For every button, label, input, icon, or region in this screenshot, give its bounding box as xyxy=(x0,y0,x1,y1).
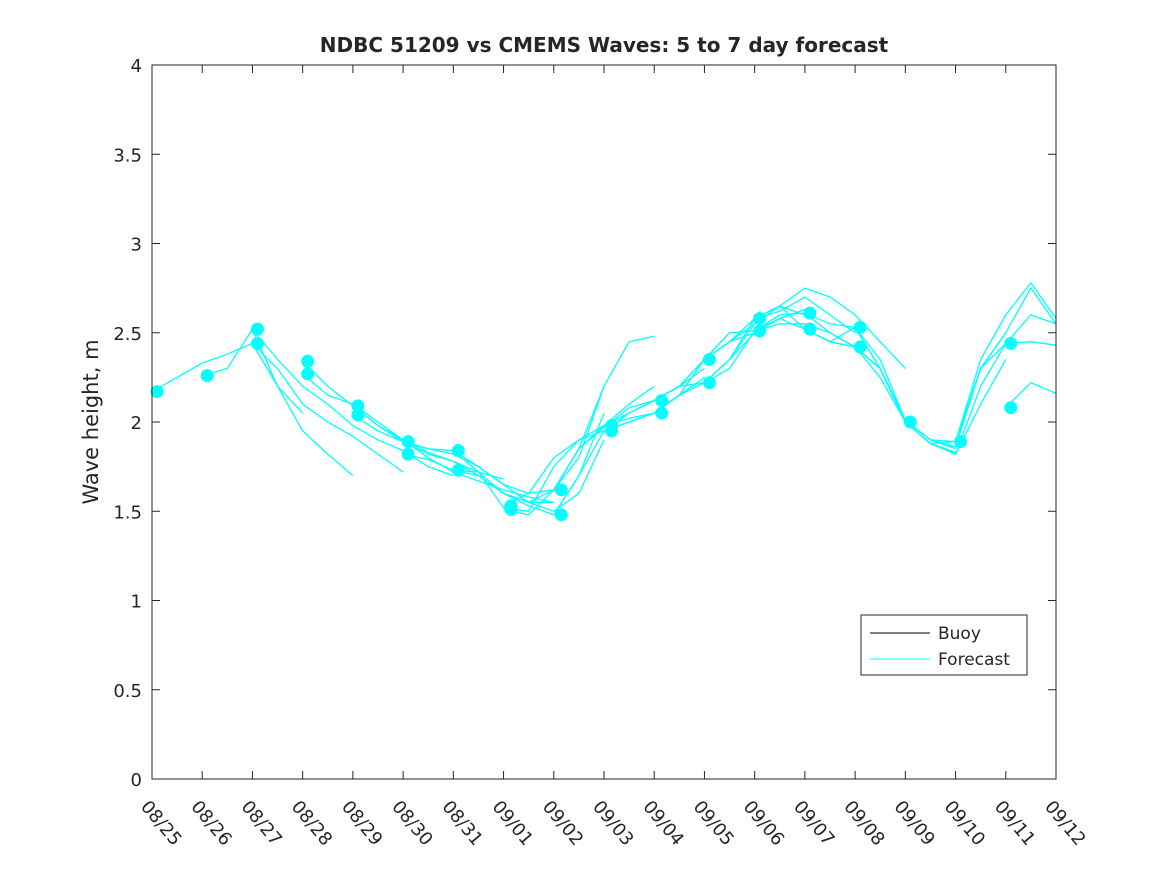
forecast-markers xyxy=(150,306,1018,522)
forecast-init-marker xyxy=(655,394,669,408)
y-tick-label: 1.5 xyxy=(113,502,142,523)
forecast-init-marker xyxy=(1004,401,1018,415)
forecast-init-marker xyxy=(803,306,817,320)
forecast-init-marker xyxy=(853,340,867,354)
forecast-init-marker xyxy=(451,444,465,458)
forecast-init-marker xyxy=(702,353,716,367)
legend: Buoy Forecast xyxy=(860,614,1028,676)
forecast-init-marker xyxy=(1004,336,1018,350)
forecast-line xyxy=(452,385,655,513)
forecast-init-marker xyxy=(504,502,518,516)
forecast-init-marker xyxy=(301,367,315,381)
forecast-lines xyxy=(151,281,1057,516)
forecast-line xyxy=(251,343,404,473)
forecast-line xyxy=(854,314,1057,455)
forecast-init-marker xyxy=(250,322,264,336)
legend-buoy-label: Buoy xyxy=(938,624,981,644)
forecast-line xyxy=(904,341,1057,445)
y-axis-label: Wave height, m xyxy=(79,339,103,504)
forecast-init-marker xyxy=(401,447,415,461)
forecast-init-marker xyxy=(451,463,465,477)
forecast-init-marker xyxy=(853,320,867,334)
forecast-line xyxy=(703,287,906,384)
forecast-init-marker xyxy=(702,376,716,390)
forecast-init-marker xyxy=(150,385,164,399)
forecast-init-marker xyxy=(655,406,669,420)
forecast-init-marker xyxy=(351,408,365,422)
y-tick-label: 2.5 xyxy=(113,324,142,345)
forecast-init-marker xyxy=(903,415,917,429)
y-tick-label: 2 xyxy=(131,413,142,434)
legend-forecast-label: Forecast xyxy=(938,650,1010,670)
forecast-init-marker xyxy=(954,435,968,449)
forecast-init-marker xyxy=(250,336,264,350)
axes-frame xyxy=(151,64,1057,780)
forecast-init-marker xyxy=(554,508,568,522)
y-tick-label: 3 xyxy=(131,235,142,256)
forecast-init-marker xyxy=(803,322,817,336)
chart-title: NDBC 51209 vs CMEMS Waves: 5 to 7 day fo… xyxy=(320,33,889,57)
y-tick-label: 3.5 xyxy=(113,145,142,166)
forecast-init-marker xyxy=(753,324,767,338)
legend-box xyxy=(860,614,1028,676)
forecast-init-marker xyxy=(351,399,365,413)
forecast-line xyxy=(1005,381,1057,409)
forecast-line xyxy=(251,328,454,477)
forecast-line xyxy=(402,386,605,495)
forecast-init-marker xyxy=(200,369,214,383)
forecast-init-marker xyxy=(554,483,568,497)
y-tick-label: 0 xyxy=(131,770,142,791)
y-tick-label: 4 xyxy=(131,56,142,77)
forecast-init-marker xyxy=(401,435,415,449)
forecast-line xyxy=(954,281,1057,442)
forecast-line xyxy=(302,360,554,503)
forecast-init-marker xyxy=(301,354,315,368)
forecast-line xyxy=(854,286,1057,448)
y-tick-label: 0.5 xyxy=(113,681,142,702)
forecast-line xyxy=(202,327,354,477)
forecast-init-marker xyxy=(605,424,619,438)
forecast-init-marker xyxy=(753,311,767,325)
y-tick-label: 1 xyxy=(131,592,142,613)
